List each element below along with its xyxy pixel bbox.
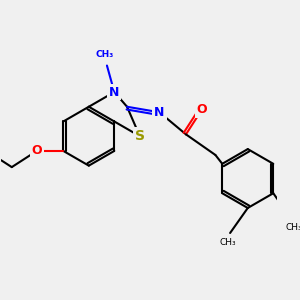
- Text: N: N: [109, 85, 119, 98]
- Text: CH₃: CH₃: [285, 223, 300, 232]
- Text: N: N: [154, 106, 165, 119]
- Text: CH₃: CH₃: [219, 238, 236, 247]
- Text: O: O: [197, 103, 207, 116]
- Text: S: S: [135, 129, 145, 143]
- Text: CH₃: CH₃: [95, 50, 113, 59]
- Text: O: O: [32, 144, 42, 158]
